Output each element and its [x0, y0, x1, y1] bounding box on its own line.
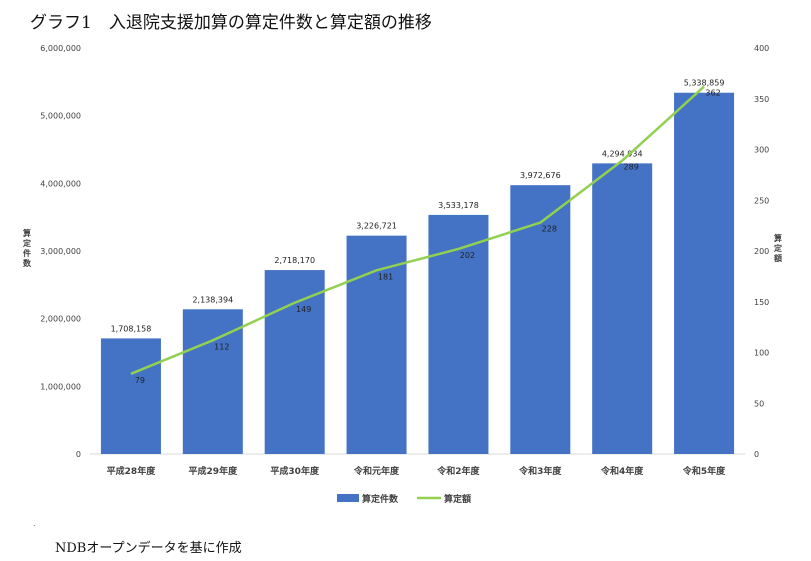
y-right-tick-label: 350 [754, 95, 769, 104]
line-value-label: 181 [378, 272, 393, 281]
bar-value-label: 2,718,170 [274, 256, 315, 265]
x-tick-label: 平成28年度 [107, 465, 157, 477]
y-left-tick-label: 3,000,000 [40, 247, 81, 256]
x-tick-label: 令和元年度 [353, 465, 400, 477]
y-left-tick-label: 2,000,000 [40, 315, 81, 324]
x-tick-label: 令和2年度 [436, 465, 480, 477]
bar [592, 163, 653, 454]
line-series-amount [130, 85, 705, 375]
line-value-label: 202 [460, 251, 475, 260]
y-left-tick-label: 0 [76, 450, 81, 459]
y-right-axis-title: 算定額 [773, 233, 782, 263]
line-value-label: 228 [542, 225, 557, 234]
y-right-tick-label: 0 [754, 450, 759, 459]
y-left-tick-label: 6,000,000 [40, 44, 81, 53]
bar-value-label: 4,294,934 [602, 149, 643, 158]
x-tick-label: 令和5年度 [682, 465, 726, 477]
y-left-tick-label: 1,000,000 [40, 382, 81, 391]
small-dot-mark: . [33, 519, 36, 528]
bar-value-label: 1,708,158 [111, 324, 152, 333]
bar-value-label: 5,338,859 [684, 79, 725, 88]
y-right-tick-label: 400 [754, 44, 769, 53]
y-left-axis-title: 算定件数 [22, 228, 32, 268]
bar-value-label: 3,226,721 [356, 222, 397, 231]
y-right-tick-label: 300 [754, 146, 769, 155]
bar [182, 309, 243, 454]
y-right-tick-label: 50 [754, 399, 764, 408]
x-tick-label: 令和4年度 [600, 465, 644, 477]
line-value-label: 79 [135, 376, 145, 385]
y-right-tick-label: 200 [754, 247, 769, 256]
bar-value-label: 2,138,394 [192, 295, 233, 304]
y-right-tick-label: 100 [754, 349, 769, 358]
y-right-tick-label: 250 [754, 196, 769, 205]
legend-swatch-bar [337, 494, 359, 502]
bar-value-label: 3,533,178 [438, 201, 479, 210]
bar [346, 235, 407, 454]
y-left-tick-label: 5,000,000 [40, 112, 81, 121]
source-note: NDBオープンデータを基に作成 [55, 541, 242, 556]
y-left-tick-label: 4,000,000 [40, 179, 81, 188]
line-value-label: 362 [705, 89, 720, 98]
y-right-tick-label: 150 [754, 298, 769, 307]
bar [428, 214, 489, 454]
legend-label-line: 算定額 [444, 493, 471, 505]
x-tick-label: 令和3年度 [518, 465, 562, 477]
line-value-label: 289 [624, 163, 639, 172]
bar-value-label: 3,972,676 [520, 171, 561, 180]
bar [264, 270, 325, 454]
bar [674, 92, 735, 454]
bar [100, 338, 161, 454]
line-value-label: 149 [296, 305, 311, 314]
bar [510, 185, 571, 454]
line-value-label: 112 [214, 342, 229, 351]
x-tick-label: 平成30年度 [270, 465, 320, 477]
legend-label-bar: 算定件数 [362, 493, 399, 505]
chart-title: グラフ1 入退院支援加算の算定件数と算定額の推移 [30, 13, 432, 33]
x-tick-label: 平成29年度 [189, 465, 239, 477]
